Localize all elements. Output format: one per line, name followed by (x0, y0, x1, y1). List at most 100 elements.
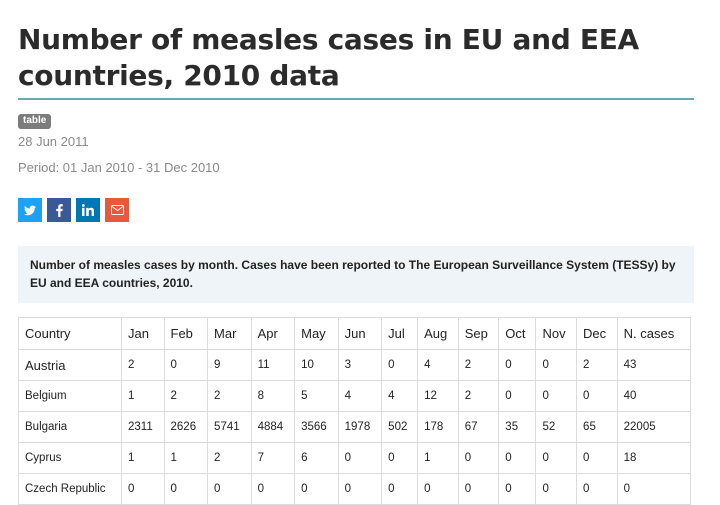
total-cell: 40 (616, 380, 692, 412)
table-caption: Number of measles cases by month. Cases … (18, 246, 694, 303)
table-cell: 4884 (250, 411, 296, 443)
header-sep: Sep (457, 317, 500, 350)
header-feb: Feb (163, 317, 209, 350)
table-cell: 0 (381, 349, 419, 381)
table-cell: 0 (207, 473, 252, 505)
table-cell: 0 (381, 442, 419, 474)
country-cell: Czech Republic (18, 473, 122, 505)
total-cell: 18 (616, 442, 692, 474)
linkedin-icon (82, 204, 94, 216)
table-cell: 0 (498, 349, 537, 381)
time-period: Period: 01 Jan 2010 - 31 Dec 2010 (18, 160, 220, 175)
table-cell: 5741 (207, 411, 252, 443)
table-cell: 0 (535, 473, 578, 505)
table-cell: 0 (535, 442, 578, 474)
share-facebook-button[interactable] (47, 198, 71, 222)
header-apr: Apr (250, 317, 296, 350)
table-row: Cyprus 1 1 2 7 6 0 0 1 0 0 0 0 18 (18, 442, 692, 474)
twitter-icon (24, 205, 36, 216)
header-nov: Nov (535, 317, 578, 350)
header-jul: Jul (381, 317, 419, 350)
table-cell: 7 (250, 442, 296, 474)
table-cell: 4 (417, 349, 459, 381)
table-cell: 0 (294, 473, 339, 505)
table-row: Austria 2 0 9 11 10 3 0 4 2 0 0 2 43 (18, 349, 692, 381)
header-may: May (294, 317, 339, 350)
table-cell: 1 (163, 442, 209, 474)
header-jan: Jan (121, 317, 165, 350)
table-cell: 2311 (121, 411, 165, 443)
share-buttons (18, 198, 694, 222)
content-type-badge: table (18, 114, 52, 129)
total-cell: 43 (616, 349, 692, 381)
table-cell: 0 (535, 380, 578, 412)
table-row: Czech Republic 0 0 0 0 0 0 0 0 0 0 0 0 0 (18, 473, 692, 505)
table-cell: 2 (163, 380, 209, 412)
table-cell: 0 (576, 442, 618, 474)
table-cell: 11 (250, 349, 296, 381)
table-cell: 0 (498, 473, 537, 505)
table-cell: 0 (121, 473, 165, 505)
share-twitter-button[interactable] (18, 198, 42, 222)
table-cell: 502 (381, 411, 419, 443)
table-cell: 178 (417, 411, 459, 443)
table-cell: 4 (337, 380, 383, 412)
table-header-row: Country Jan Feb Mar Apr May Jun Jul Aug … (18, 317, 692, 350)
table-cell: 2 (576, 349, 618, 381)
country-cell: Cyprus (18, 442, 122, 474)
table-cell: 0 (576, 380, 618, 412)
table-cell: 0 (163, 349, 209, 381)
header-country: Country (18, 317, 122, 350)
header-aug: Aug (417, 317, 459, 350)
table-cell: 0 (250, 473, 296, 505)
share-email-button[interactable] (105, 198, 129, 222)
table-cell: 3 (337, 349, 383, 381)
header-total-cases: N. cases (616, 317, 692, 350)
table-cell: 5 (294, 380, 339, 412)
header-dec: Dec (576, 317, 618, 350)
table-cell: 1 (417, 442, 459, 474)
page-content: Number of measles cases in EU and EEA co… (18, 0, 694, 505)
table-cell: 1978 (337, 411, 383, 443)
publication-date: 28 Jun 2011 (18, 134, 89, 149)
header-oct: Oct (498, 317, 537, 350)
table-cell: 2 (457, 380, 500, 412)
table-cell: 2 (207, 380, 252, 412)
table-cell: 2626 (163, 411, 209, 443)
table-cell: 2 (207, 442, 252, 474)
country-cell: Bulgaria (18, 411, 122, 443)
country-cell: Austria (18, 349, 122, 381)
header-mar: Mar (207, 317, 252, 350)
table-cell: 1 (121, 380, 165, 412)
table-cell: 52 (535, 411, 578, 443)
table-cell: 65 (576, 411, 618, 443)
header-jun: Jun (337, 317, 383, 350)
table-cell: 0 (498, 380, 537, 412)
table-cell: 9 (207, 349, 252, 381)
page-title: Number of measles cases in EU and EEA co… (18, 0, 694, 100)
share-linkedin-button[interactable] (76, 198, 100, 222)
table-cell: 2 (121, 349, 165, 381)
table-cell: 3566 (294, 411, 339, 443)
country-cell: Belgium (18, 380, 122, 412)
table-cell: 0 (576, 473, 618, 505)
facebook-icon (55, 203, 63, 217)
table-cell: 2 (457, 349, 500, 381)
table-cell: 35 (498, 411, 537, 443)
measles-cases-table: Country Jan Feb Mar Apr May Jun Jul Aug … (18, 317, 692, 505)
table-cell: 0 (337, 442, 383, 474)
table-cell: 0 (457, 442, 500, 474)
total-cell: 0 (616, 473, 692, 505)
table-row: Belgium 1 2 2 8 5 4 4 12 2 0 0 0 40 (18, 380, 692, 412)
table-cell: 0 (163, 473, 209, 505)
table-cell: 0 (457, 473, 500, 505)
table-cell: 0 (337, 473, 383, 505)
total-cell: 22005 (616, 411, 692, 443)
table-cell: 8 (250, 380, 296, 412)
table-cell: 0 (535, 349, 578, 381)
email-icon (110, 205, 124, 215)
table-cell: 0 (381, 473, 419, 505)
table-cell: 6 (294, 442, 339, 474)
table-row: Bulgaria 2311 2626 5741 4884 3566 1978 5… (18, 411, 692, 443)
table-cell: 12 (417, 380, 459, 412)
